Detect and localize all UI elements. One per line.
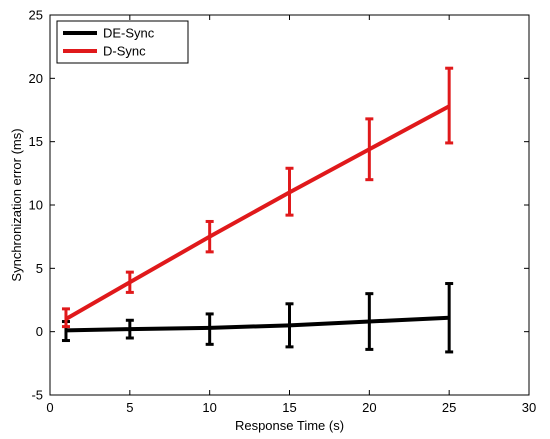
series-de-sync [61,282,454,354]
x-tick-label: 5 [126,400,133,415]
legend: DE-Sync D-Sync [56,20,189,64]
x-tick-label: 10 [202,400,216,415]
y-axis-label: Synchronization error (ms) [9,128,24,281]
error-bar [205,312,214,346]
y-tick-label: 0 [36,324,43,339]
error-bar [205,219,214,254]
error-bar [365,117,374,182]
error-bar [125,270,134,294]
y-tick-label: -5 [31,388,43,403]
error-bar [445,282,454,354]
series-line [65,315,450,333]
legend-box [56,20,189,64]
y-tick-label: 25 [29,8,43,23]
error-bar [365,292,374,351]
y-axis: -5 0 5 10 15 20 25 [29,8,529,403]
y-tick-label: 20 [29,71,43,86]
y-tick-label: 5 [36,261,43,276]
x-axis: 0 5 10 15 20 25 30 [46,15,536,415]
x-tick-label: 25 [442,400,456,415]
chart-marks [61,66,454,354]
series-line [64,104,451,321]
error-bar [445,66,454,145]
error-bar [125,318,134,340]
x-tick-label: 0 [46,400,53,415]
error-bar [285,302,294,349]
legend-label: D-Sync [103,44,146,59]
series-d-sync [61,66,454,329]
error-bar [61,307,70,329]
x-axis-label: Response Time (s) [235,418,344,433]
y-tick-label: 10 [29,198,43,213]
x-tick-label: 30 [522,400,536,415]
error-bar [285,166,294,217]
legend-label: DE-Sync [103,26,155,41]
x-tick-label: 20 [362,400,376,415]
x-tick-label: 15 [282,400,296,415]
y-tick-label: 15 [29,134,43,149]
